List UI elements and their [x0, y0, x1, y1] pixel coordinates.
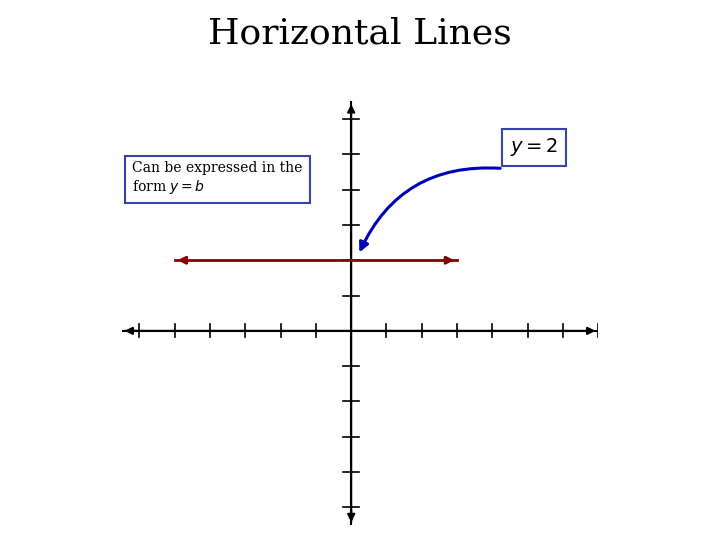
Text: Can be expressed in the
form $y = b$: Can be expressed in the form $y = b$	[132, 161, 302, 196]
Text: Horizontal Lines: Horizontal Lines	[208, 16, 512, 50]
Text: $y = 2$: $y = 2$	[510, 136, 559, 158]
